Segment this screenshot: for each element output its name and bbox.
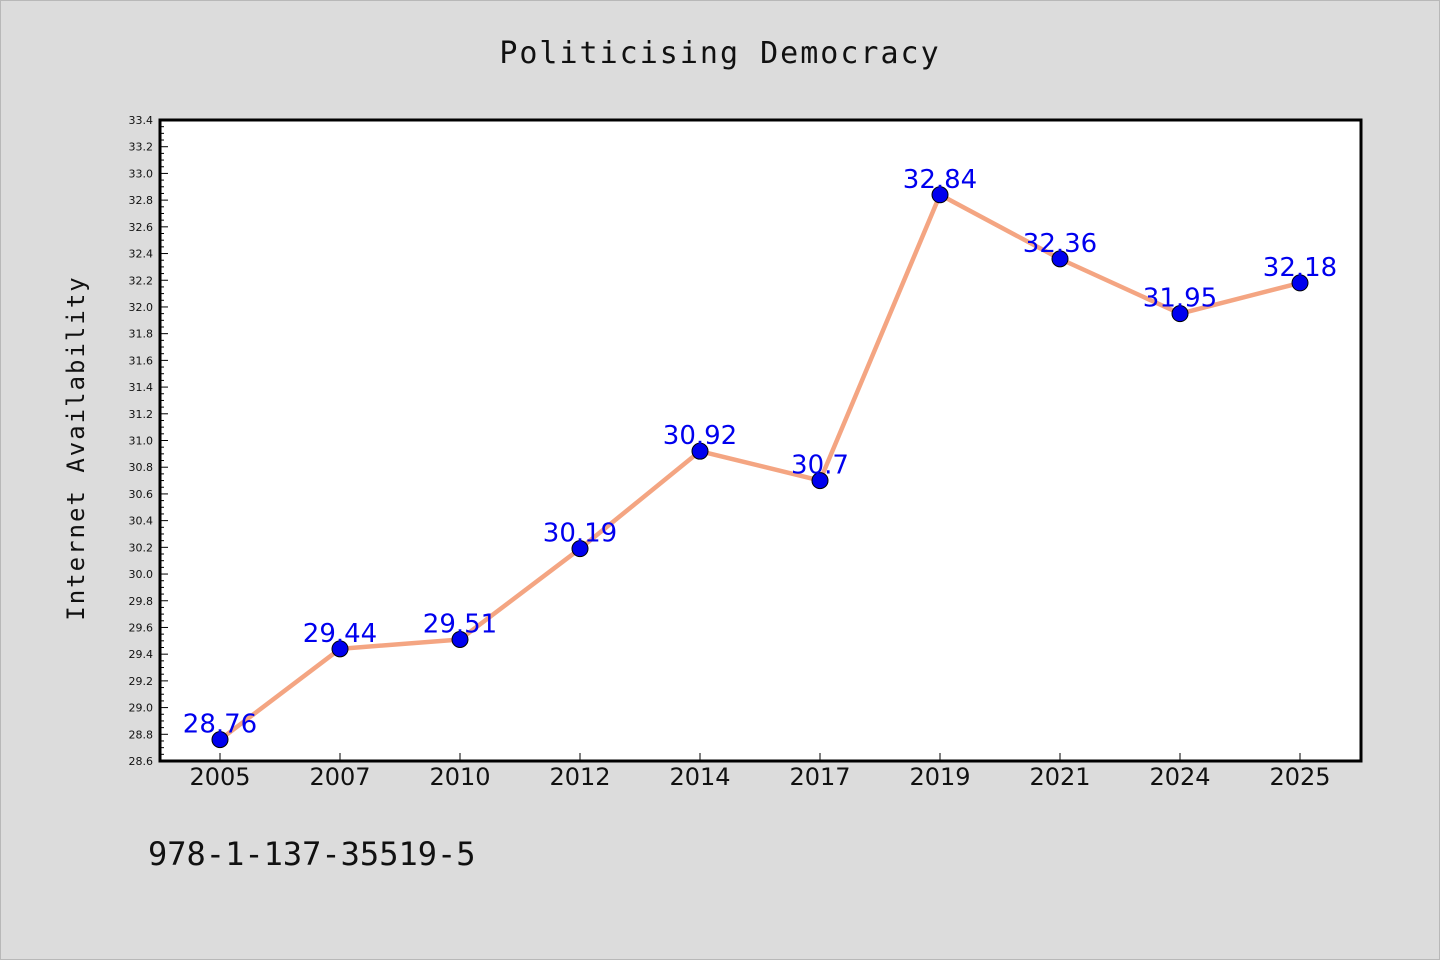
data-label: 32.84 [903, 165, 977, 195]
y-tick-label: 33.4 [129, 114, 154, 127]
y-tick-label: 33.0 [129, 167, 154, 180]
series-line [218, 192, 1301, 742]
data-label: 29.44 [303, 619, 377, 649]
y-tick-label: 29.8 [129, 595, 154, 608]
data-label: 29.51 [423, 609, 497, 639]
x-tick-label: 2025 [1269, 763, 1330, 791]
footnote-isbn: 978-1-137-35519-5 [148, 835, 476, 873]
data-point [691, 442, 709, 460]
x-tick-label: 2017 [789, 763, 850, 791]
y-tick-label: 32.0 [129, 301, 154, 314]
chart-title: Politicising Democracy [499, 36, 940, 71]
data-point [931, 186, 949, 204]
series-group [211, 186, 1309, 749]
y-tick-label: 29.4 [129, 648, 154, 661]
y-tick-label: 29.0 [129, 702, 154, 715]
y-tick-label: 32.4 [129, 248, 154, 261]
y-tick-label: 31.6 [129, 354, 154, 367]
y-tick-label: 28.6 [129, 755, 154, 768]
x-tick-label: 2005 [189, 763, 250, 791]
data-label: 28.76 [183, 710, 257, 740]
data-point [1171, 305, 1189, 323]
data-point [1051, 250, 1069, 268]
x-tick-label: 2024 [1149, 763, 1210, 791]
y-tick-label: 32.6 [129, 221, 154, 234]
y-tick-label: 33.2 [129, 141, 154, 154]
y-tick-label: 30.6 [129, 488, 154, 501]
y-tick-label: 30.4 [129, 515, 154, 528]
data-label: 30.92 [663, 421, 737, 451]
x-axis: 2005 2007 2010 2012 2014 2017 2019 2021 2024 2025 [189, 753, 1331, 791]
y-tick-label: 30.2 [129, 541, 154, 554]
data-label: 32.18 [1263, 253, 1337, 283]
y-tick-label: 28.8 [129, 728, 154, 741]
data-point [211, 731, 229, 749]
y-axis-label: Internet Availability [62, 275, 90, 620]
x-tick-label: 2007 [309, 763, 370, 791]
data-label: 30.7 [791, 451, 849, 481]
data-point [331, 640, 349, 658]
plot-area [158, 118, 1363, 763]
data-label: 32.36 [1023, 229, 1097, 259]
x-tick-label: 2019 [909, 763, 970, 791]
y-tick-label: 30.8 [129, 461, 154, 474]
y-tick-label: 32.2 [129, 274, 154, 287]
data-point [571, 540, 589, 558]
y-tick-label: 29.2 [129, 675, 154, 688]
x-tick-label: 2021 [1029, 763, 1090, 791]
y-tick-label: 31.8 [129, 328, 154, 341]
x-tick-label: 2010 [429, 763, 490, 791]
data-label-group: 28.76 29.44 29.51 30.19 30.92 30.7 32.84 32.36 3… [183, 165, 1337, 740]
y-tick-label: 32.8 [129, 194, 154, 207]
data-point [811, 472, 829, 490]
data-label: 31.95 [1143, 284, 1217, 314]
x-tick-label: 2012 [549, 763, 610, 791]
y-tick-label: 29.6 [129, 621, 154, 634]
data-label: 30.19 [543, 519, 617, 549]
data-point [1291, 274, 1309, 292]
y-tick-label: 31.0 [129, 435, 154, 448]
y-tick-label: 30.0 [129, 568, 154, 581]
y-axis: 28.6 28.8 29.0 29.2 29.4 29.6 29.8 30.0 30.2 30.4… [129, 114, 168, 768]
y-tick-label: 31.4 [129, 381, 154, 394]
x-tick-label: 2014 [669, 763, 730, 791]
data-point [451, 630, 469, 648]
y-tick-label: 31.2 [129, 408, 154, 421]
